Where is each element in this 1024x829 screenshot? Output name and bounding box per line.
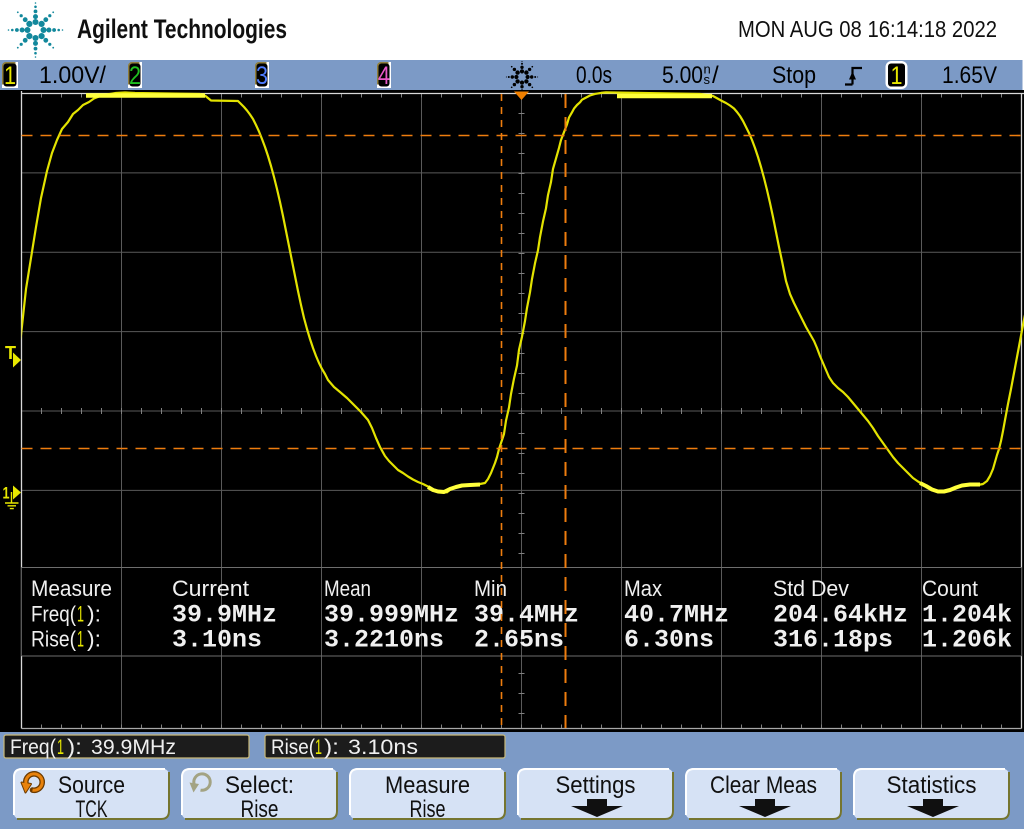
svg-text:5.00: 5.00 [662,62,703,89]
svg-text:):: ): [324,736,339,759]
svg-text:6.30ns: 6.30ns [624,626,714,655]
svg-text:Rise(: Rise( [31,627,77,652]
svg-text:3.2210ns: 3.2210ns [324,626,444,655]
svg-text:1.204k: 1.204k [922,601,1012,630]
svg-text:3.10ns: 3.10ns [172,626,262,655]
svg-text:n: n [704,62,711,77]
svg-text:Mean: Mean [324,576,371,601]
svg-text:Std Dev: Std Dev [773,576,849,601]
svg-text:1: 1 [57,736,64,759]
svg-text:Freq(: Freq( [31,602,77,627]
svg-text:Count: Count [922,576,978,601]
svg-text:TCK: TCK [76,796,108,823]
svg-text:Max: Max [624,576,662,601]
svg-text:39.999MHz: 39.999MHz [324,601,459,630]
svg-text:40.7MHz: 40.7MHz [624,601,729,630]
svg-text:s: s [704,72,711,87]
svg-text:Settings: Settings [556,772,636,799]
svg-text:Agilent Technologies: Agilent Technologies [77,14,287,44]
svg-text:Measure: Measure [31,576,112,601]
svg-text:):: ): [67,736,82,759]
svg-text:1.00V/: 1.00V/ [39,62,106,89]
svg-text:/: / [712,62,719,89]
svg-text:Rise: Rise [410,796,446,823]
svg-text:1: 1 [315,736,322,759]
svg-text:1: 1 [4,62,16,90]
svg-text:4: 4 [378,62,390,90]
svg-text:1.65V: 1.65V [942,62,997,89]
svg-text:Select:: Select: [225,772,294,799]
svg-text:1.206k: 1.206k [922,626,1012,655]
svg-text:39.9MHz: 39.9MHz [172,601,277,630]
svg-text:2: 2 [129,62,141,90]
svg-text:1: 1 [3,484,10,503]
svg-text:204.64kHz: 204.64kHz [773,601,908,630]
svg-text:3.10ns: 3.10ns [348,736,418,759]
svg-text:):: ): [87,602,101,627]
svg-text:1: 1 [77,602,84,627]
svg-text:1: 1 [891,62,903,90]
svg-text:39.4MHz: 39.4MHz [474,601,579,630]
svg-text:Current: Current [172,576,249,601]
svg-text:3: 3 [256,62,268,90]
svg-text:39.9MHz: 39.9MHz [91,736,176,759]
svg-text:):: ): [87,627,101,652]
svg-text:Stop: Stop [772,62,816,89]
svg-text:Measure: Measure [385,772,470,799]
svg-text:Statistics: Statistics [887,772,977,799]
svg-text:Rise(: Rise( [271,736,315,759]
svg-text:Freq(: Freq( [10,736,56,759]
svg-text:Source: Source [58,772,125,799]
svg-text:316.18ps: 316.18ps [773,626,893,655]
svg-text:2.65ns: 2.65ns [474,626,564,655]
svg-text:Rise: Rise [241,796,279,823]
svg-text:1: 1 [77,627,84,652]
svg-text:MON AUG 08 16:14:18 2022: MON AUG 08 16:14:18 2022 [738,16,997,42]
svg-text:0.0s: 0.0s [576,62,612,89]
svg-text:Clear Meas: Clear Meas [710,772,817,799]
svg-text:T: T [5,343,16,363]
